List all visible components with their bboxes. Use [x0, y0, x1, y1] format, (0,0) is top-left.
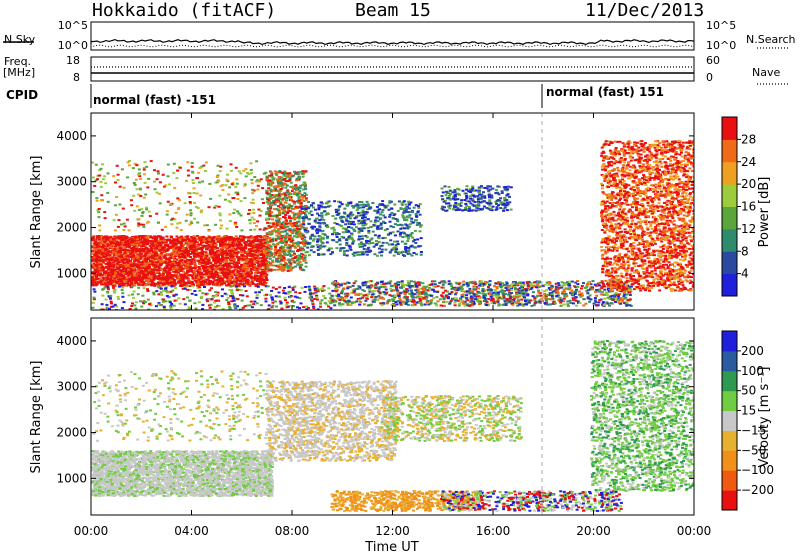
y-tick-label: 1000	[56, 266, 87, 280]
y-tick-label: 3000	[56, 175, 87, 189]
freq-left-tick: 8	[73, 71, 80, 84]
y-tick-label: 4000	[56, 129, 87, 143]
x-tick-label: 00:00	[74, 524, 109, 538]
velocity-colorbar-label: Velocity [m s⁻¹]	[757, 367, 772, 468]
x-tick-label: 00:00	[677, 524, 712, 538]
power-colorbar-label: Power [dB]	[757, 177, 772, 248]
station-title: Hokkaido (fitACF)	[92, 0, 277, 21]
colorbar-tick-label: 28	[741, 132, 756, 146]
y-tick-label: 4000	[56, 334, 87, 348]
freq-label: Freq.	[4, 55, 32, 68]
nsearch-label: N.Search	[746, 33, 796, 46]
colorbar-tick-label: 16	[741, 200, 756, 214]
colorbar-tick-label: −100	[741, 463, 774, 477]
freq-left-tick: 18	[66, 54, 80, 67]
colorbar-tick-label: 200	[741, 344, 764, 358]
beam-title: Beam 15	[355, 0, 431, 21]
power-colorbar: 4 8 12 16 20 24 28	[721, 116, 756, 297]
colorbar-tick-label: 24	[741, 155, 756, 169]
noise-left-tick: 10^0	[58, 39, 88, 52]
colorbar-tick-label: 15	[741, 404, 756, 418]
cpid-label: CPID	[6, 88, 39, 102]
freq-right-tick: 0	[706, 71, 713, 84]
y-tick-label: 3000	[56, 380, 87, 394]
noise-left-tick: 10^5	[58, 19, 88, 32]
velocity-colorbar: −200 −100 −50 −15 15 50 100 200	[721, 330, 774, 511]
freq-unit-label: [MHz]	[3, 66, 36, 79]
cpid-segment-label: normal (fast) -151	[93, 93, 216, 107]
cpid-segment-label: normal (fast) 151	[546, 85, 664, 99]
colorbar-tick-label: 12	[741, 222, 756, 236]
velocity-ylabel: Slant Range [km]	[29, 361, 44, 474]
nsearch-series-line	[90, 44, 695, 48]
colorbar-tick-label: −15	[741, 423, 766, 437]
x-tick-label: 20:00	[576, 524, 611, 538]
colorbar-tick-label: 8	[741, 244, 749, 258]
x-tick-label: 16:00	[476, 524, 511, 538]
x-tick-label: 12:00	[375, 524, 410, 538]
power-panel: 1000 2000 3000 4000 Slant Range [km]	[29, 112, 695, 311]
y-tick-label: 2000	[56, 426, 87, 440]
colorbar-tick-label: 20	[741, 177, 756, 191]
noise-right-tick: 10^0	[706, 39, 736, 52]
x-tick-label: 04:00	[174, 524, 209, 538]
colorbar-tick-label: 100	[741, 364, 764, 378]
freq-panel: 18 8 60 0	[66, 54, 790, 85]
colorbar-tick-label: −200	[741, 483, 774, 497]
x-tick-label: 08:00	[275, 524, 310, 538]
y-tick-label: 1000	[56, 471, 87, 485]
nave-label: Nave	[752, 66, 781, 79]
y-tick-label: 2000	[56, 221, 87, 235]
colorbar-tick-label: −50	[741, 443, 766, 457]
noise-right-tick: 10^5	[706, 19, 736, 32]
colorbar-tick-label: 4	[741, 267, 749, 281]
power-ylabel: Slant Range [km]	[29, 156, 44, 269]
nsky-series-line	[90, 38, 695, 46]
velocity-panel: 1000 2000 3000 4000 Slant Range [km]	[29, 317, 695, 516]
date-title: 11/Dec/2013	[585, 0, 705, 21]
colorbar-tick-label: 50	[741, 384, 756, 398]
x-axis-label: Time UT	[364, 540, 418, 554]
noise-panel: 10^5 10^0 10^5 10^0	[3, 19, 790, 52]
freq-right-tick: 60	[706, 54, 720, 67]
